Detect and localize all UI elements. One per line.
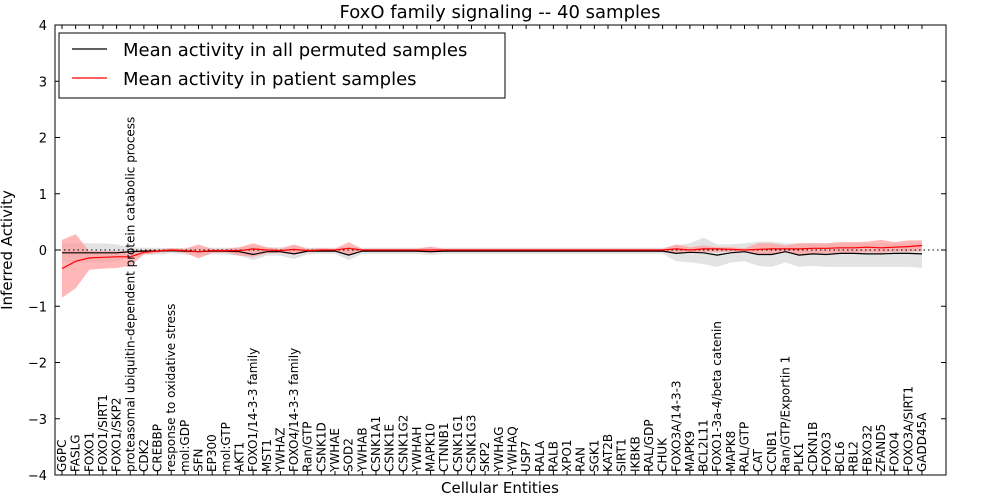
y-tick-label: 4 [39,19,47,34]
x-tick-label: FOXO4/14-3-3 family [287,348,301,472]
x-tick-label: CAT [751,448,765,472]
legend-box [58,32,506,99]
x-tick-label: MAPK8 [724,431,738,472]
x-tick-label: FOXO4 [888,432,902,472]
y-tick-label: −2 [28,357,47,372]
x-tick-label: RAL/GDP [642,419,656,472]
x-tick-label: MAPK10 [424,423,438,472]
x-tick-label: mol:GTP [219,422,233,472]
y-axis: −4 −3 −2 −1 0 1 2 3 4 [28,19,946,484]
x-tick-label: YWHAH [410,427,424,473]
x-tick-label: FOXO1-3a-4/beta catenin [710,321,724,472]
x-tick-label: FOXO1 [82,432,96,472]
chart-title: FoxO family signaling -- 40 samples [340,2,661,23]
x-tick-label: CSNK1D [314,422,328,472]
x-tick-label: CSNK1E [383,424,397,472]
x-tick-label: SFN [192,449,206,473]
x-tick-label: YWHAQ [506,426,520,473]
x-tick-label: FASLG [69,434,83,472]
x-tick-label: response to oxidative stress [164,304,178,472]
x-tick-label: CSNK1G2 [396,415,410,472]
x-tick-label: FOXO3A/SIRT1 [901,386,915,472]
x-tick-label: MAPK9 [683,431,697,472]
x-tick-label: YWHAZ [273,427,287,473]
legend-patient-label: Mean activity in patient samples [123,69,417,90]
x-tick-label: CHUK [656,437,670,472]
x-tick-label: SIRT1 [615,438,629,472]
x-tick-label: CSNK1A1 [369,416,383,472]
x-tick-label: CTNNB1 [437,422,451,472]
legend: Mean activity in all permuted samples Me… [58,32,506,99]
x-tick-label: FOXO1/SKP2 [110,397,124,472]
x-tick-label: SGK1 [587,440,601,472]
x-tick-label: CREBBP [151,424,165,472]
y-tick-label: −3 [28,413,47,428]
x-tick-label: AKT1 [233,442,247,472]
x-tick-label: FOXO1/SIRT1 [96,394,110,472]
x-tick-label: IKBKB [628,436,642,472]
x-tick-label: BCL2L11 [697,419,711,472]
x-tick-label: XPO1 [560,439,574,472]
y-tick-label: −1 [28,300,47,315]
x-tick-label: CDKN1B [806,422,820,472]
x-tick-label: CCNB1 [765,430,779,472]
x-tick-label: EP300 [205,434,219,472]
x-tick-label: FOXO1/14-3-3 family [246,348,260,472]
x-tick-label: RALB [546,441,560,472]
x-tick-label: CDK2 [137,439,151,472]
y-tick-label: 1 [39,188,47,203]
x-tick-label: G6PC [55,439,69,472]
x-tick-label: CSNK1G1 [451,415,465,472]
y-tick-label: −4 [28,469,47,484]
x-tick-label: RALA [533,440,547,472]
x-axis: G6PC FASLG FOXO1 FOXO1/SIRT1 FOXO1/SKP2 prote… [55,25,929,475]
x-tick-label: BCL6 [833,441,847,472]
patient-mean-line [61,244,923,270]
plot-frame [54,24,947,476]
series-lines [61,244,923,270]
x-tick-label: KAT2B [601,434,615,472]
x-tick-label: RAN [574,447,588,472]
x-tick-label: FOXO3 [819,432,833,472]
x-tick-label: mol:GDP [178,420,192,472]
x-tick-label: SOD2 [342,438,356,472]
permuted-band [62,237,922,268]
x-tick-label: RBL2 [847,441,861,472]
x-tick-label: USP7 [519,441,533,472]
x-tick-label: GADD45A [915,412,929,472]
x-tick-label: FOXO3A/14-3-3 [669,380,683,472]
x-tick-label: Ran/GTP [301,421,315,472]
x-tick-label: CSNK1G3 [465,415,479,472]
x-axis-label: Cellular Entities [441,479,559,497]
x-tick-label: MST1 [260,439,274,472]
x-tick-label: YWHAB [355,427,369,473]
y-tick-label: 2 [39,132,47,147]
y-axis-label: Inferred Activity [0,190,16,310]
x-tick-label: proteasomal ubiquitin-dependent protein … [123,117,137,472]
x-tick-label: YWHAG [492,426,506,473]
y-tick-label: 3 [39,75,47,90]
x-tick-label: SKP2 [478,442,492,472]
y-tick-label: 0 [39,244,47,259]
x-tick-label: ZFAND5 [874,424,888,472]
x-tick-label: RAL/GTP [738,422,752,472]
x-tick-label: PLK1 [792,443,806,472]
x-tick-label: YWHAE [328,428,342,473]
legend-permuted-label: Mean activity in all permuted samples [123,40,467,61]
x-tick-label: FBXO32 [860,425,874,472]
x-tick-label: Ran/GTP/Exportin 1 [779,356,793,472]
